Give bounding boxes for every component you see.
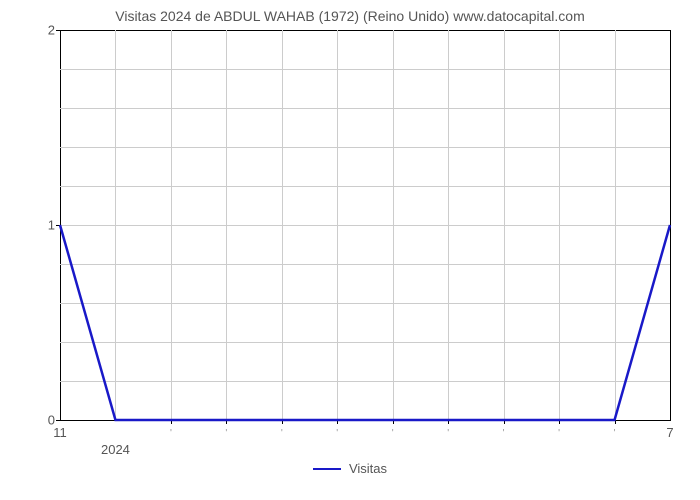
y-tick-mark [56, 420, 60, 421]
x-tick-minor-label: ' [170, 428, 172, 439]
x-tick-label: 11 [53, 425, 67, 440]
chart-title: Visitas 2024 de ABDUL WAHAB (1972) (Rein… [0, 8, 700, 24]
series-line [60, 225, 670, 420]
x-tick-minor-label: ' [614, 428, 616, 439]
x-tick-minor-label: ' [558, 428, 560, 439]
y-tick-label: 2 [35, 23, 55, 38]
legend-label: Visitas [349, 461, 387, 476]
y-tick-label: 0 [35, 413, 55, 428]
legend-swatch [313, 468, 341, 470]
x-tick-minor-label: ' [281, 428, 283, 439]
x-tick-minor-label: ' [392, 428, 394, 439]
line-layer [60, 30, 670, 420]
y-tick-label: 1 [35, 218, 55, 233]
legend: Visitas [0, 460, 700, 476]
x-tick-minor-label: ' [336, 428, 338, 439]
x-category-label: 2024 [101, 442, 130, 457]
x-tick-label: 7 [666, 425, 673, 440]
x-tick-minor-label: ' [447, 428, 449, 439]
x-tick-minor-label: ' [503, 428, 505, 439]
x-tick-minor-label: ' [225, 428, 227, 439]
